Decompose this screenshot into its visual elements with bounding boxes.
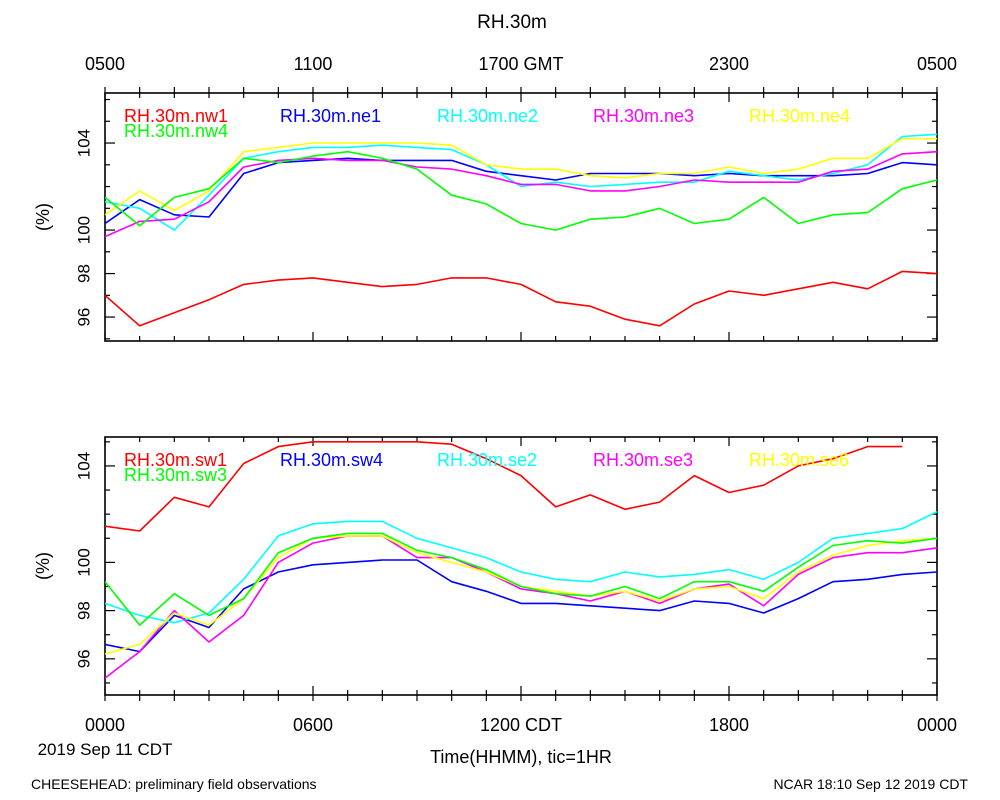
series-line-rh-30m-se2 xyxy=(105,510,937,624)
y-tick-label: 96 xyxy=(74,308,93,327)
y-tick-label: 98 xyxy=(74,601,93,620)
bottom-axis-label: 1800 xyxy=(709,715,749,735)
y-tick-label: 96 xyxy=(74,649,93,668)
plot-frame xyxy=(104,92,938,342)
legend-entry: RH.30m.ne2 xyxy=(437,106,538,126)
top-axis-label: 0500 xyxy=(917,54,957,74)
chart-title: RH.30m xyxy=(477,12,547,33)
legend-entry: RH.30m.sw4 xyxy=(280,450,383,470)
series-line-rh-30m-ne2 xyxy=(105,133,937,231)
y-axis-label: (%) xyxy=(33,552,53,580)
top-axis-labels: 0500 1100 1700 GMT 2300 0500 xyxy=(85,54,957,74)
series-line-rh-30m-ne4 xyxy=(105,137,937,216)
top-axis-label: 0500 xyxy=(85,54,125,74)
series-line-rh-30m-ne3 xyxy=(105,150,937,238)
series-line-rh-30m-se3 xyxy=(105,535,937,679)
upper-panel: 96 98 100 104 (%) RH.30m.nw1 RH.30m.ne1 RH.30m.… xyxy=(33,87,938,342)
legend-entry: RH.30m.nw1 xyxy=(124,106,228,126)
lower-panel: 96 98 100 104 (%) RH.30m.sw1 RH.30m.sw4 RH.30m.… xyxy=(33,436,938,701)
legend-entry: RH.30m.nw4 xyxy=(124,121,228,141)
legend-entry: RH.30m.ne4 xyxy=(749,106,850,126)
date-label: 2019 Sep 11 CDT xyxy=(38,740,173,759)
x-axis-label: Time(HHMM), tic=1HR xyxy=(430,747,612,767)
y-tick-label: 104 xyxy=(74,129,93,157)
series-line-rh-30m-nw1 xyxy=(105,270,937,327)
legend-entry: RH.30m.ne1 xyxy=(280,106,381,126)
y-tick-label: 98 xyxy=(74,264,93,283)
legend-entry: RH.30m.se2 xyxy=(437,450,537,470)
series-line-rh-30m-sw4 xyxy=(105,559,937,653)
bottom-axis-labels: 0000 0600 1200 CDT 1800 0000 xyxy=(85,715,957,735)
legend-entry: RH.30m.sw3 xyxy=(124,465,227,485)
series-line-rh-30m-ne1 xyxy=(105,157,937,225)
top-axis-label: 1700 GMT xyxy=(478,54,563,74)
legend-entry: RH.30m.sw1 xyxy=(124,450,227,470)
y-tick-label: 100 xyxy=(74,216,93,244)
footer-left: CHEESEHEAD: preliminary field observatio… xyxy=(31,776,317,792)
series-line-rh-30m-nw4 xyxy=(105,150,937,231)
top-axis-label: 1100 xyxy=(294,54,333,74)
footer-right: NCAR 18:10 Sep 12 2019 CDT xyxy=(773,776,968,792)
bottom-axis-label: 0000 xyxy=(917,715,957,735)
series-line-rh-30m-sw3 xyxy=(105,532,937,626)
legend-entry: RH.30m.se6 xyxy=(749,450,849,470)
legend-entry: RH.30m.ne3 xyxy=(593,106,694,126)
y-tick-label: 100 xyxy=(74,548,93,576)
legend-entry: RH.30m.se3 xyxy=(593,450,693,470)
bottom-axis-label: 0000 xyxy=(85,715,125,735)
bottom-axis-label: 0600 xyxy=(293,715,333,735)
series-line-rh-30m-sw1 xyxy=(105,441,903,532)
y-tick-label: 104 xyxy=(74,452,93,480)
y-axis-label: (%) xyxy=(33,203,53,231)
bottom-axis-label: 1200 CDT xyxy=(480,715,562,735)
top-axis-label: 2300 xyxy=(709,54,749,74)
